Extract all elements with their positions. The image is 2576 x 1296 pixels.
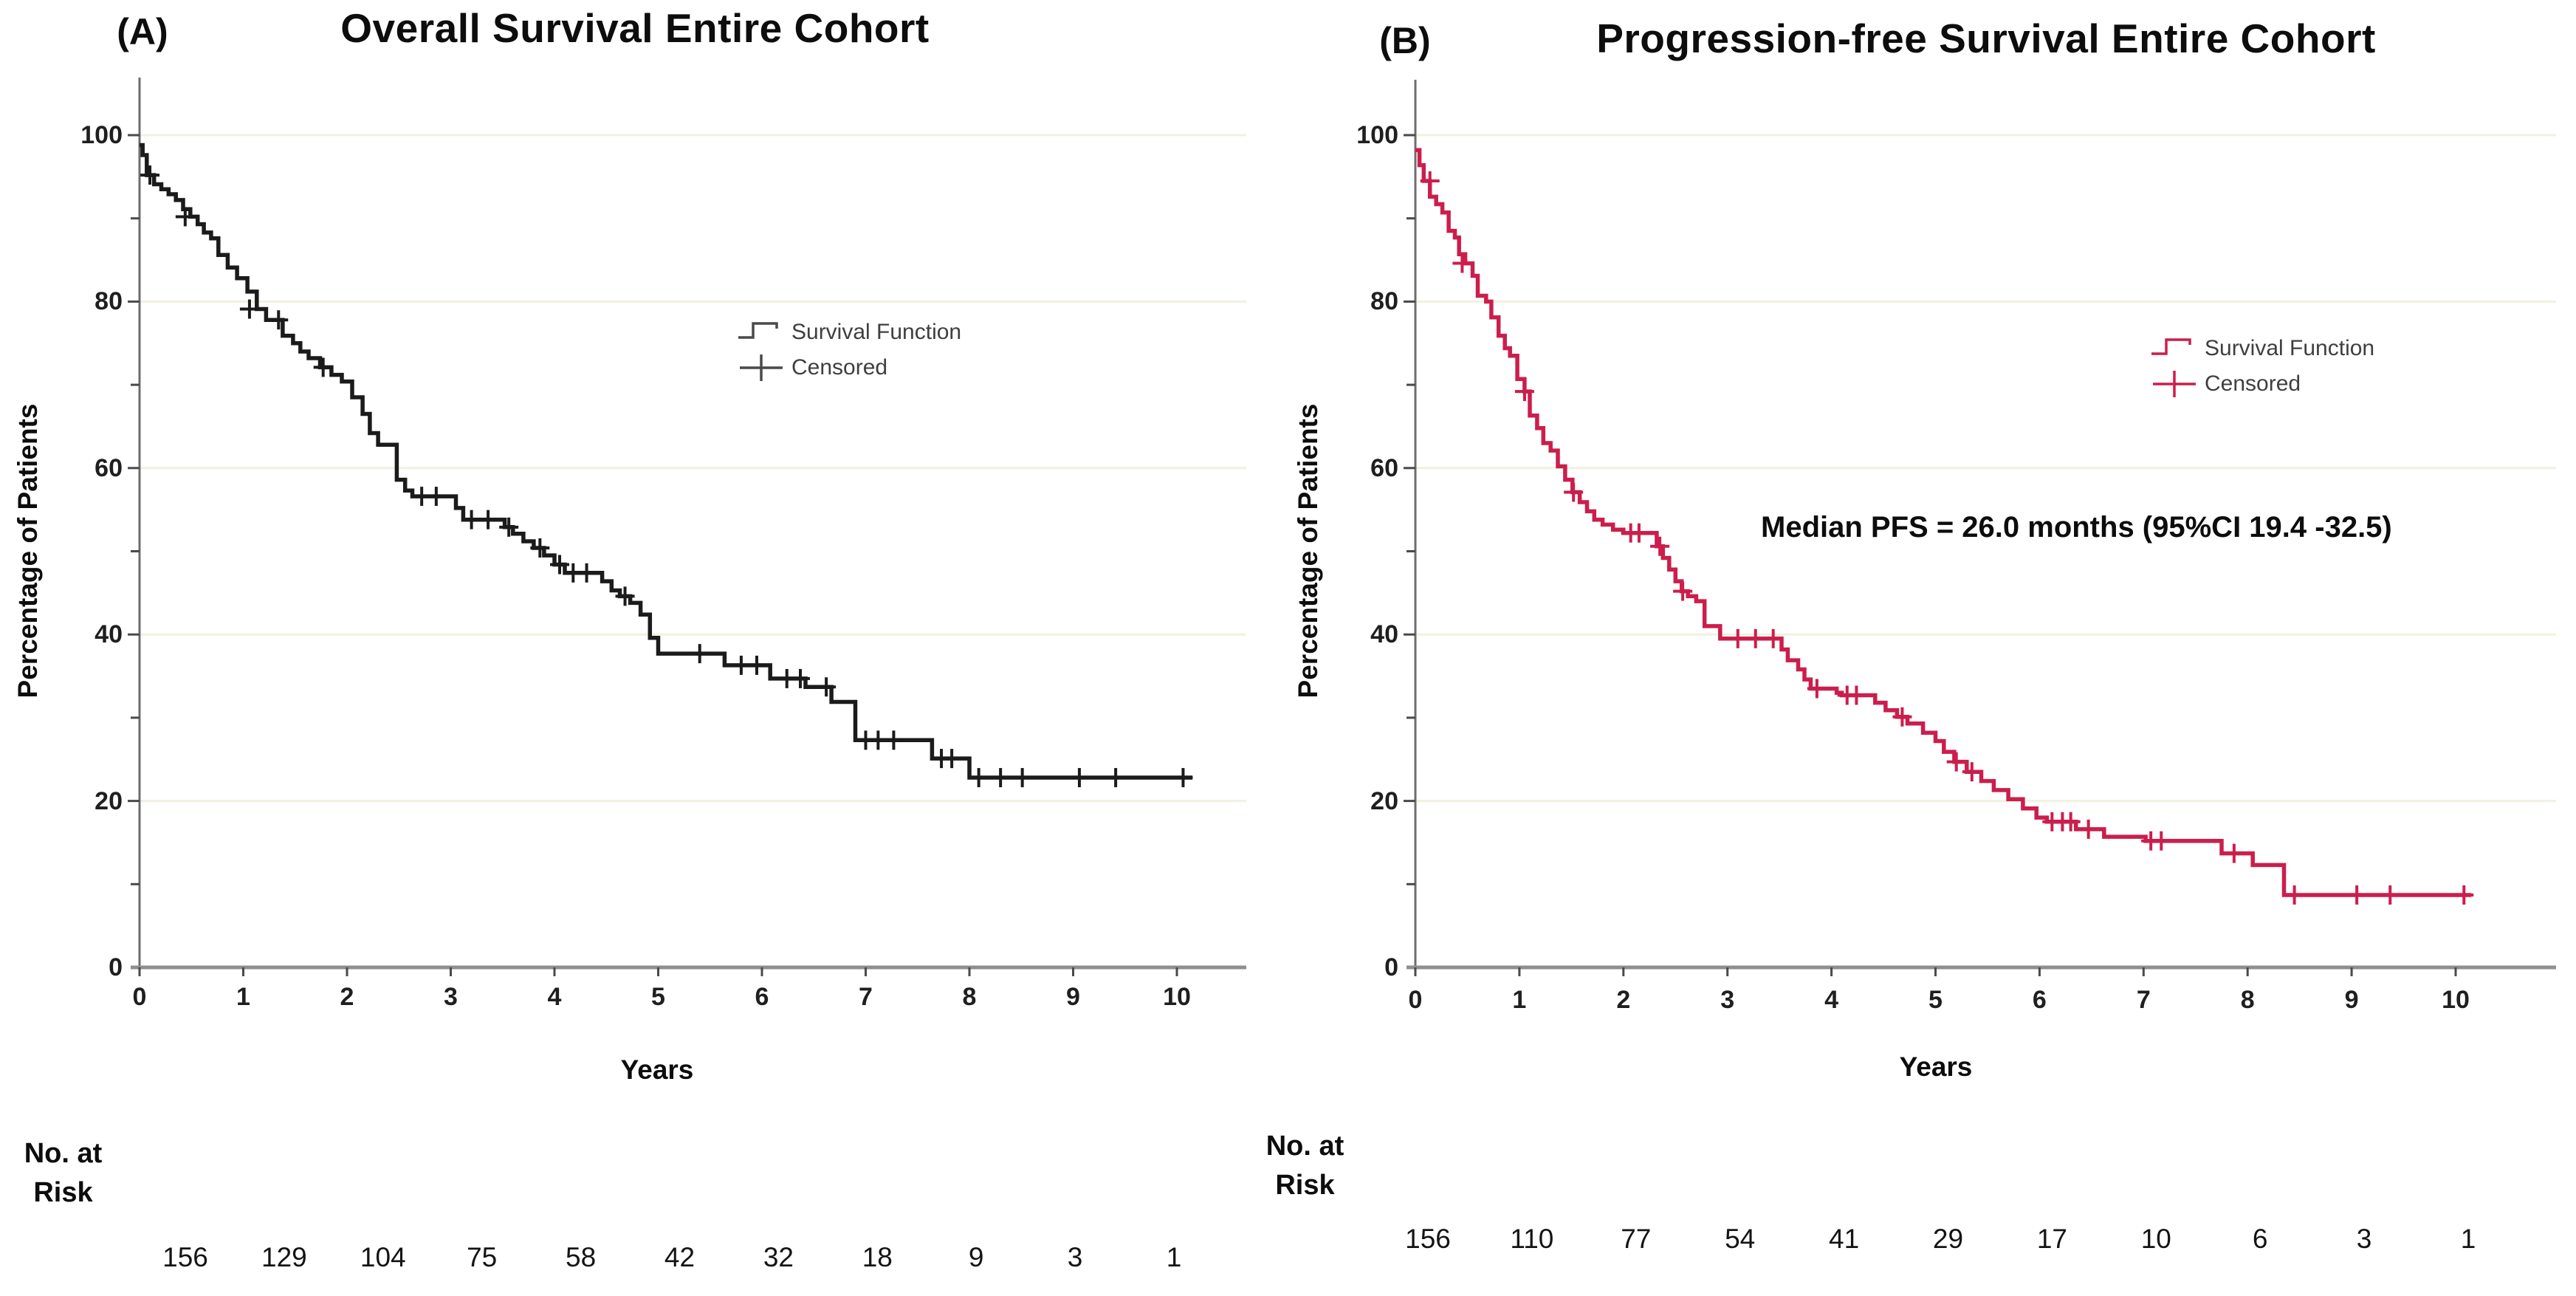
legend-censored-label: Censored [2205, 371, 2301, 396]
at-risk-count: 6 [2252, 1224, 2268, 1254]
y-tick-label: 20 [95, 786, 123, 815]
panel-b-censor-marks [1420, 171, 2474, 905]
panel-a-risk-header-line1: No. at [24, 1138, 103, 1169]
x-tick-label: 10 [1163, 983, 1191, 1011]
at-risk-count: 156 [162, 1242, 208, 1272]
at-risk-count: 104 [360, 1242, 406, 1272]
censored-legend-icon [740, 354, 783, 381]
at-risk-count: 32 [763, 1242, 794, 1272]
panel-b-x-axis-title: Years [1899, 1052, 1973, 1082]
x-tick-label: 5 [651, 983, 665, 1011]
survival-function-legend-icon [738, 322, 778, 339]
panel-a-survival-curve [140, 143, 1193, 780]
at-risk-count: 10 [2140, 1224, 2171, 1254]
at-risk-count: 3 [2356, 1224, 2372, 1254]
survival-function-line [1415, 148, 2472, 897]
panel-a-risk-header: No. at Risk [6, 1134, 120, 1213]
x-tick-label: 9 [2344, 986, 2359, 1014]
censored-legend-icon [2153, 371, 2196, 397]
x-tick-label: 2 [340, 983, 354, 1011]
survival-function-line [140, 143, 1193, 780]
at-risk-count: 41 [1829, 1224, 1860, 1254]
x-tick-label: 7 [859, 983, 873, 1011]
at-risk-count: 17 [2036, 1224, 2067, 1254]
panel-b-axes [1404, 80, 2556, 976]
y-tick-label: 80 [1370, 287, 1398, 316]
x-tick-label: 4 [1824, 986, 1839, 1014]
x-tick-label: 6 [2032, 986, 2047, 1014]
at-risk-count: 75 [467, 1242, 498, 1272]
x-tick-label: 5 [1928, 986, 1943, 1014]
panel-b-legend-censored-row: Censored [2150, 368, 2374, 400]
y-tick-label: 100 [1356, 121, 1398, 149]
x-tick-label: 6 [755, 983, 769, 1011]
panel-a-y-axis-title: Percentage of Patients [13, 403, 43, 699]
panel-b-risk-header: No. at Risk [1248, 1127, 1362, 1205]
at-risk-count: 18 [862, 1242, 893, 1272]
at-risk-count: 110 [1510, 1224, 1554, 1254]
panel-a-title: Overall Survival Entire Cohort [340, 5, 930, 51]
legend-survival-label: Survival Function [791, 320, 962, 344]
y-tick-label: 0 [109, 953, 123, 981]
panel-b-legend: Survival Function Censored [2150, 332, 2374, 400]
panel-b-label: (B) [1379, 20, 1431, 61]
y-tick-label: 20 [1370, 786, 1398, 815]
at-risk-count: 3 [1067, 1242, 1083, 1272]
at-risk-count: 54 [1725, 1224, 1756, 1254]
x-tick-label: 3 [1720, 986, 1735, 1014]
x-tick-label: 2 [1616, 986, 1631, 1014]
panel-a-legend-survival-row: Survival Function [737, 316, 961, 349]
y-tick-label: 0 [1384, 953, 1398, 981]
at-risk-count: 1 [1166, 1242, 1182, 1272]
y-tick-label: 80 [95, 287, 123, 316]
at-risk-count: 129 [261, 1242, 307, 1272]
y-tick-label: 40 [1370, 620, 1398, 649]
panel-a-x-axis-title: Years [620, 1055, 694, 1085]
panel-a-legend-censored-row: Censored [737, 352, 961, 384]
at-risk-count: 29 [1932, 1224, 1964, 1254]
y-tick-label: 40 [95, 620, 123, 649]
panel-b-survival-curve [1415, 148, 2472, 897]
at-risk-count: 1 [2460, 1224, 2476, 1254]
at-risk-count: 9 [968, 1242, 984, 1272]
x-tick-label: 8 [962, 983, 977, 1011]
panel-a-gridlines [140, 134, 1246, 803]
panel-a-legend: Survival Function Censored [737, 316, 961, 384]
y-tick-label: 60 [95, 453, 123, 482]
panel-b-title: Progression-free Survival Entire Cohort [1596, 16, 2376, 61]
at-risk-count: 156 [1405, 1224, 1451, 1254]
panel-b-legend-survival-row: Survival Function [2150, 332, 2374, 365]
y-tick-label: 60 [1370, 453, 1398, 482]
panel-a-label: (A) [117, 11, 168, 52]
panel-b-y-axis-title: Percentage of Patients [1293, 403, 1323, 699]
panel-b-gridlines [1415, 134, 2556, 803]
x-tick-label: 3 [444, 983, 458, 1011]
panel-b-risk-header-line2: Risk [1275, 1170, 1335, 1201]
x-tick-label: 1 [236, 983, 250, 1011]
y-tick-label: 100 [80, 121, 123, 149]
x-tick-label: 4 [547, 983, 562, 1011]
panel-a-risk-header-line2: Risk [33, 1177, 93, 1208]
x-tick-label: 10 [2442, 986, 2470, 1014]
x-tick-label: 0 [1408, 986, 1423, 1014]
x-tick-label: 0 [132, 983, 147, 1011]
at-risk-count: 58 [566, 1242, 597, 1272]
x-tick-label: 1 [1512, 986, 1527, 1014]
panel-a-axes [128, 78, 1246, 976]
at-risk-count: 77 [1621, 1224, 1652, 1254]
x-tick-label: 9 [1066, 983, 1080, 1011]
survival-function-legend-icon [2151, 338, 2191, 355]
panel-b-risk-header-line1: No. at [1265, 1131, 1344, 1162]
median-pfs-annotation: Median PFS = 26.0 months (95%CI 19.4 -32… [1761, 511, 2392, 544]
legend-censored-label: Censored [791, 355, 888, 380]
panel-a-censor-marks [140, 165, 1193, 788]
legend-survival-label: Survival Function [2205, 336, 2375, 360]
at-risk-count: 42 [664, 1242, 695, 1272]
x-tick-label: 7 [2136, 986, 2151, 1014]
x-tick-label: 8 [2240, 986, 2255, 1014]
